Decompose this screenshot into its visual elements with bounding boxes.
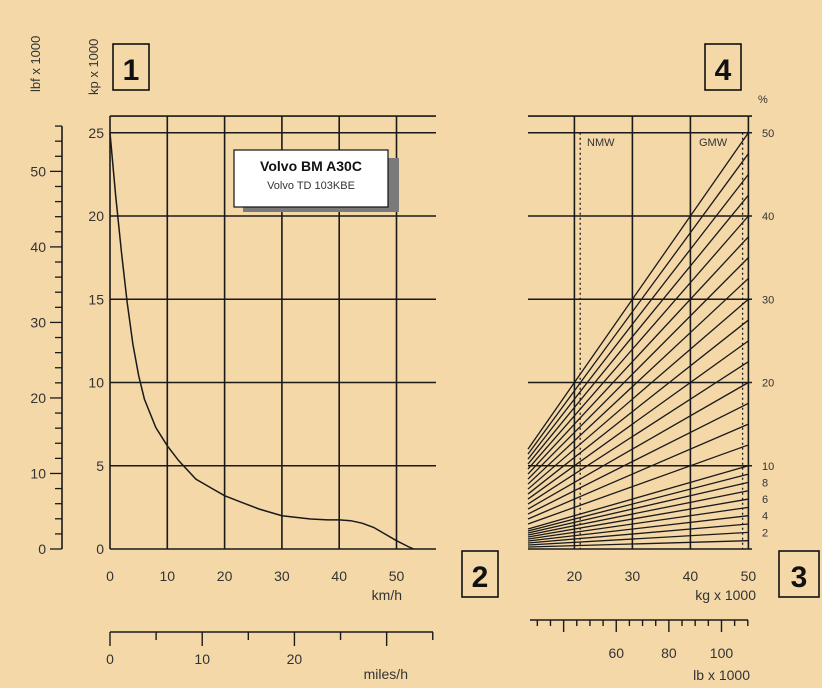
legend-panel (233, 149, 389, 208)
percent-tick-4: 4 (762, 511, 768, 523)
nmw-label: NMW (587, 137, 615, 149)
grade-line-5 (527, 506, 749, 540)
grade-line-45 (527, 173, 749, 460)
lb-label-100: 100 (710, 645, 734, 661)
grade-line-17.5 (527, 402, 749, 515)
model-legend: Volvo BM A30C Volvo TD 103KBE (233, 149, 399, 212)
grade-line-32.5 (527, 277, 749, 485)
x-tick-50: 50 (389, 568, 405, 584)
lbf-label-30: 30 (30, 314, 46, 330)
x-tick-40: 40 (331, 568, 347, 584)
y-tick-15: 15 (88, 291, 104, 307)
percent-tick-8: 8 (762, 477, 768, 489)
grade-line-22.5 (527, 361, 749, 505)
lbf-label-20: 20 (30, 390, 46, 406)
kg-tick-50: 50 (741, 568, 757, 584)
kg-tick-40: 40 (683, 568, 699, 584)
panel-1-x-ticks: 0 10 20 30 40 50 (106, 568, 404, 584)
panel-3-box: 3 (778, 550, 820, 598)
grade-line-42.5 (527, 194, 749, 465)
grade-line-3 (527, 523, 749, 544)
lb-label: lb x 1000 (693, 667, 750, 683)
panel-2-number: 2 (472, 561, 489, 594)
grade-line-30 (527, 298, 749, 490)
legend-subtitle: Volvo TD 103KBE (267, 180, 355, 192)
grade-lines (527, 132, 749, 548)
kg-tick-20: 20 (567, 568, 583, 584)
lbf-label-10: 10 (30, 465, 46, 481)
y-tick-0: 0 (96, 541, 104, 557)
grade-line-20 (527, 381, 749, 510)
mph-label: miles/h (364, 666, 408, 682)
lb-axis: 60 80 100 (530, 619, 749, 661)
miles-axis: 0 10 20 (106, 631, 434, 667)
percent-label: % (758, 94, 768, 106)
panel-1-box: 1 (112, 43, 150, 91)
mph-label-0: 0 (106, 651, 114, 667)
kmh-label: km/h (372, 587, 402, 603)
x-tick-0: 0 (106, 568, 114, 584)
panel-3-number: 3 (791, 561, 808, 594)
grade-line-40 (527, 215, 749, 470)
grade-line-6 (527, 498, 749, 538)
x-tick-10: 10 (160, 568, 176, 584)
grade-line-8 (527, 481, 749, 534)
lbf-axis-label: lbf x 1000 (28, 36, 43, 92)
legend-title: Volvo BM A30C (260, 158, 362, 174)
lb-label-80: 80 (661, 645, 677, 661)
lbf-label-50: 50 (30, 163, 46, 179)
panel-4-number: 4 (715, 54, 732, 87)
grade-line-37.5 (527, 236, 749, 475)
panel-1-number: 1 (123, 54, 140, 87)
percent-tick-40: 40 (762, 211, 774, 223)
grade-line-2 (527, 531, 749, 546)
percent-tick-2: 2 (762, 527, 768, 539)
percent-tick-10: 10 (762, 461, 774, 473)
grade-line-7 (527, 490, 749, 536)
percent-tick-20: 20 (762, 378, 774, 390)
grade-line-9 (527, 473, 749, 532)
grade-line-27.5 (527, 319, 749, 495)
grade-line-35 (527, 257, 749, 480)
panel-4-ticks: 20 30 40 50 2 4 6 8 10 20 30 40 50 (567, 128, 775, 584)
panel-1-y-ticks: 0 5 10 15 20 25 (88, 125, 104, 557)
kg-label: kg x 1000 (695, 587, 756, 603)
grade-line-4 (527, 515, 749, 542)
grade-line-50 (527, 132, 749, 450)
y-tick-5: 5 (96, 458, 104, 474)
y-tick-20: 20 (88, 208, 104, 224)
tractive-force-curve (109, 132, 415, 550)
panel-2-box: 2 (461, 550, 499, 598)
percent-tick-6: 6 (762, 494, 768, 506)
gmw-label: GMW (699, 137, 728, 149)
y-tick-10: 10 (88, 375, 104, 391)
mph-label-20: 20 (287, 651, 303, 667)
lbf-axis: 0 10 20 30 40 50 (30, 125, 63, 557)
panel-4-box: 4 (704, 43, 742, 91)
grade-line-15 (527, 423, 749, 520)
y-tick-25: 25 (88, 125, 104, 141)
percent-tick-50: 50 (762, 128, 774, 140)
percent-tick-30: 30 (762, 294, 774, 306)
x-tick-30: 30 (274, 568, 290, 584)
lbf-label-40: 40 (30, 239, 46, 255)
grade-line-12.5 (527, 444, 749, 525)
grade-line-47.5 (527, 153, 749, 455)
grade-line-25 (527, 340, 749, 500)
grade-line-10 (527, 465, 749, 530)
lbf-label-0: 0 (38, 541, 46, 557)
kp-axis-label: kp x 1000 (86, 39, 101, 95)
kg-tick-30: 30 (625, 568, 641, 584)
x-tick-20: 20 (217, 568, 233, 584)
lb-label-60: 60 (608, 645, 624, 661)
panel-1-curve-group (109, 132, 415, 550)
mph-label-10: 10 (194, 651, 210, 667)
grade-line-1 (527, 540, 749, 548)
